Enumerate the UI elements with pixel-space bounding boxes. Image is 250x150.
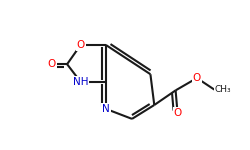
Text: O: O	[193, 73, 201, 83]
Text: O: O	[48, 59, 56, 69]
Text: CH₃: CH₃	[214, 85, 231, 94]
Text: NH: NH	[73, 77, 88, 87]
Text: N: N	[102, 104, 110, 114]
Text: O: O	[174, 108, 182, 118]
Text: O: O	[76, 40, 85, 50]
